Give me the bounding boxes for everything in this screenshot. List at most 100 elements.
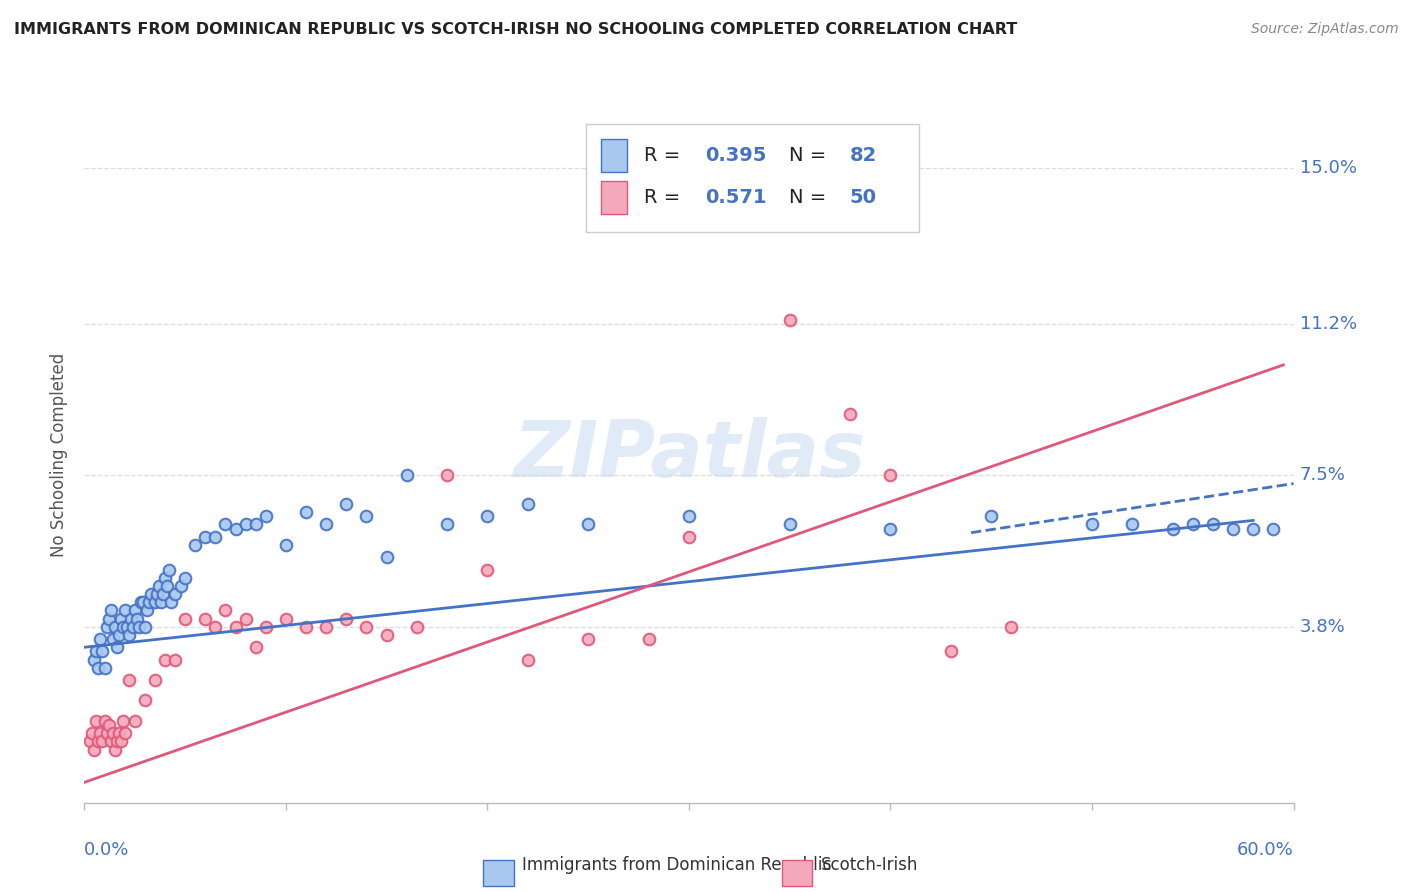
Point <box>1000 620 1022 634</box>
Text: 50: 50 <box>849 188 877 207</box>
Point <box>165 652 187 666</box>
Point <box>839 407 862 421</box>
Text: R =: R = <box>644 146 686 165</box>
Point <box>254 620 277 634</box>
Point <box>87 661 110 675</box>
Point <box>165 587 187 601</box>
Point <box>104 742 127 756</box>
Point <box>143 595 166 609</box>
Point <box>89 726 111 740</box>
Point <box>149 595 172 609</box>
Point <box>110 734 132 748</box>
Point <box>335 612 357 626</box>
Point <box>274 612 297 626</box>
Point <box>111 714 134 728</box>
Point <box>152 587 174 601</box>
Point <box>295 620 318 634</box>
Text: 3.8%: 3.8% <box>1299 618 1346 636</box>
Point <box>980 509 1002 524</box>
Point <box>879 522 901 536</box>
Point <box>356 509 378 524</box>
Point <box>235 612 257 626</box>
Text: IMMIGRANTS FROM DOMINICAN REPUBLIC VS SCOTCH-IRISH NO SCHOOLING COMPLETED CORREL: IMMIGRANTS FROM DOMINICAN REPUBLIC VS SC… <box>14 22 1018 37</box>
Point <box>245 517 267 532</box>
Point <box>879 468 901 483</box>
Point <box>1081 517 1104 532</box>
Point <box>274 538 297 552</box>
Point <box>83 652 105 666</box>
Point <box>315 517 337 532</box>
Point <box>214 603 236 617</box>
Point <box>118 673 141 687</box>
Point <box>160 595 183 609</box>
Point <box>395 468 418 483</box>
Point <box>1181 517 1204 532</box>
Point <box>779 313 801 327</box>
Point <box>516 652 538 666</box>
Point <box>107 628 129 642</box>
Point <box>406 620 429 634</box>
Point <box>1222 522 1244 536</box>
FancyBboxPatch shape <box>600 181 627 214</box>
Point <box>214 517 236 532</box>
Point <box>91 644 114 658</box>
FancyBboxPatch shape <box>586 124 918 232</box>
Point <box>356 620 378 634</box>
Point <box>204 620 226 634</box>
Text: 11.2%: 11.2% <box>1299 315 1357 333</box>
Point <box>135 603 157 617</box>
Point <box>436 517 458 532</box>
Text: R =: R = <box>644 188 686 207</box>
Point <box>174 571 197 585</box>
Point <box>101 632 124 646</box>
Point <box>79 734 101 748</box>
Point <box>156 579 179 593</box>
Point <box>100 603 122 617</box>
Text: N =: N = <box>789 188 832 207</box>
Text: 7.5%: 7.5% <box>1299 467 1346 484</box>
Point <box>174 612 197 626</box>
Point <box>129 595 152 609</box>
Point <box>105 734 128 748</box>
Point <box>194 530 217 544</box>
Point <box>120 612 142 626</box>
Point <box>477 562 499 576</box>
Point <box>335 497 357 511</box>
Point <box>134 620 156 634</box>
Text: Source: ZipAtlas.com: Source: ZipAtlas.com <box>1251 22 1399 37</box>
Point <box>315 620 337 634</box>
Point <box>375 550 398 565</box>
FancyBboxPatch shape <box>600 139 627 172</box>
Point <box>124 714 146 728</box>
Point <box>124 603 146 617</box>
Point <box>194 612 217 626</box>
Point <box>114 726 136 740</box>
Text: 0.571: 0.571 <box>704 188 766 207</box>
Point <box>82 726 104 740</box>
Point <box>139 587 162 601</box>
Point <box>184 538 207 552</box>
Point <box>89 632 111 646</box>
FancyBboxPatch shape <box>782 860 813 887</box>
Point <box>204 530 226 544</box>
Point <box>1202 517 1225 532</box>
Text: 60.0%: 60.0% <box>1237 841 1294 859</box>
Point <box>110 612 132 626</box>
Point <box>104 620 127 634</box>
Point <box>128 620 150 634</box>
Text: N =: N = <box>789 146 832 165</box>
Point <box>153 652 176 666</box>
Point <box>375 628 398 642</box>
Point <box>134 693 156 707</box>
Point <box>1121 517 1143 532</box>
Point <box>678 509 700 524</box>
Text: 82: 82 <box>849 146 877 165</box>
Point <box>132 595 155 609</box>
Text: Scotch-Irish: Scotch-Irish <box>821 856 918 874</box>
Point <box>477 509 499 524</box>
Point <box>576 632 599 646</box>
Point <box>295 505 318 519</box>
FancyBboxPatch shape <box>484 860 513 887</box>
Point <box>1161 522 1184 536</box>
Point <box>678 530 700 544</box>
